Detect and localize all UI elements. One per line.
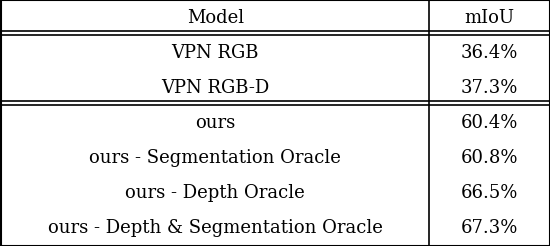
Text: ours - Depth & Segmentation Oracle: ours - Depth & Segmentation Oracle [48, 219, 383, 237]
Text: 36.4%: 36.4% [461, 44, 518, 62]
Text: VPN RGB: VPN RGB [172, 44, 259, 62]
Text: 60.8%: 60.8% [461, 149, 519, 167]
Text: mIoU: mIoU [465, 9, 515, 27]
Text: ours - Segmentation Oracle: ours - Segmentation Oracle [89, 149, 341, 167]
Text: 60.4%: 60.4% [461, 114, 518, 132]
Text: ours - Depth Oracle: ours - Depth Oracle [125, 184, 305, 202]
Text: 37.3%: 37.3% [461, 79, 518, 97]
Text: Model: Model [186, 9, 244, 27]
Text: ours: ours [195, 114, 235, 132]
Text: 66.5%: 66.5% [461, 184, 518, 202]
Text: VPN RGB-D: VPN RGB-D [161, 79, 270, 97]
Text: 67.3%: 67.3% [461, 219, 518, 237]
